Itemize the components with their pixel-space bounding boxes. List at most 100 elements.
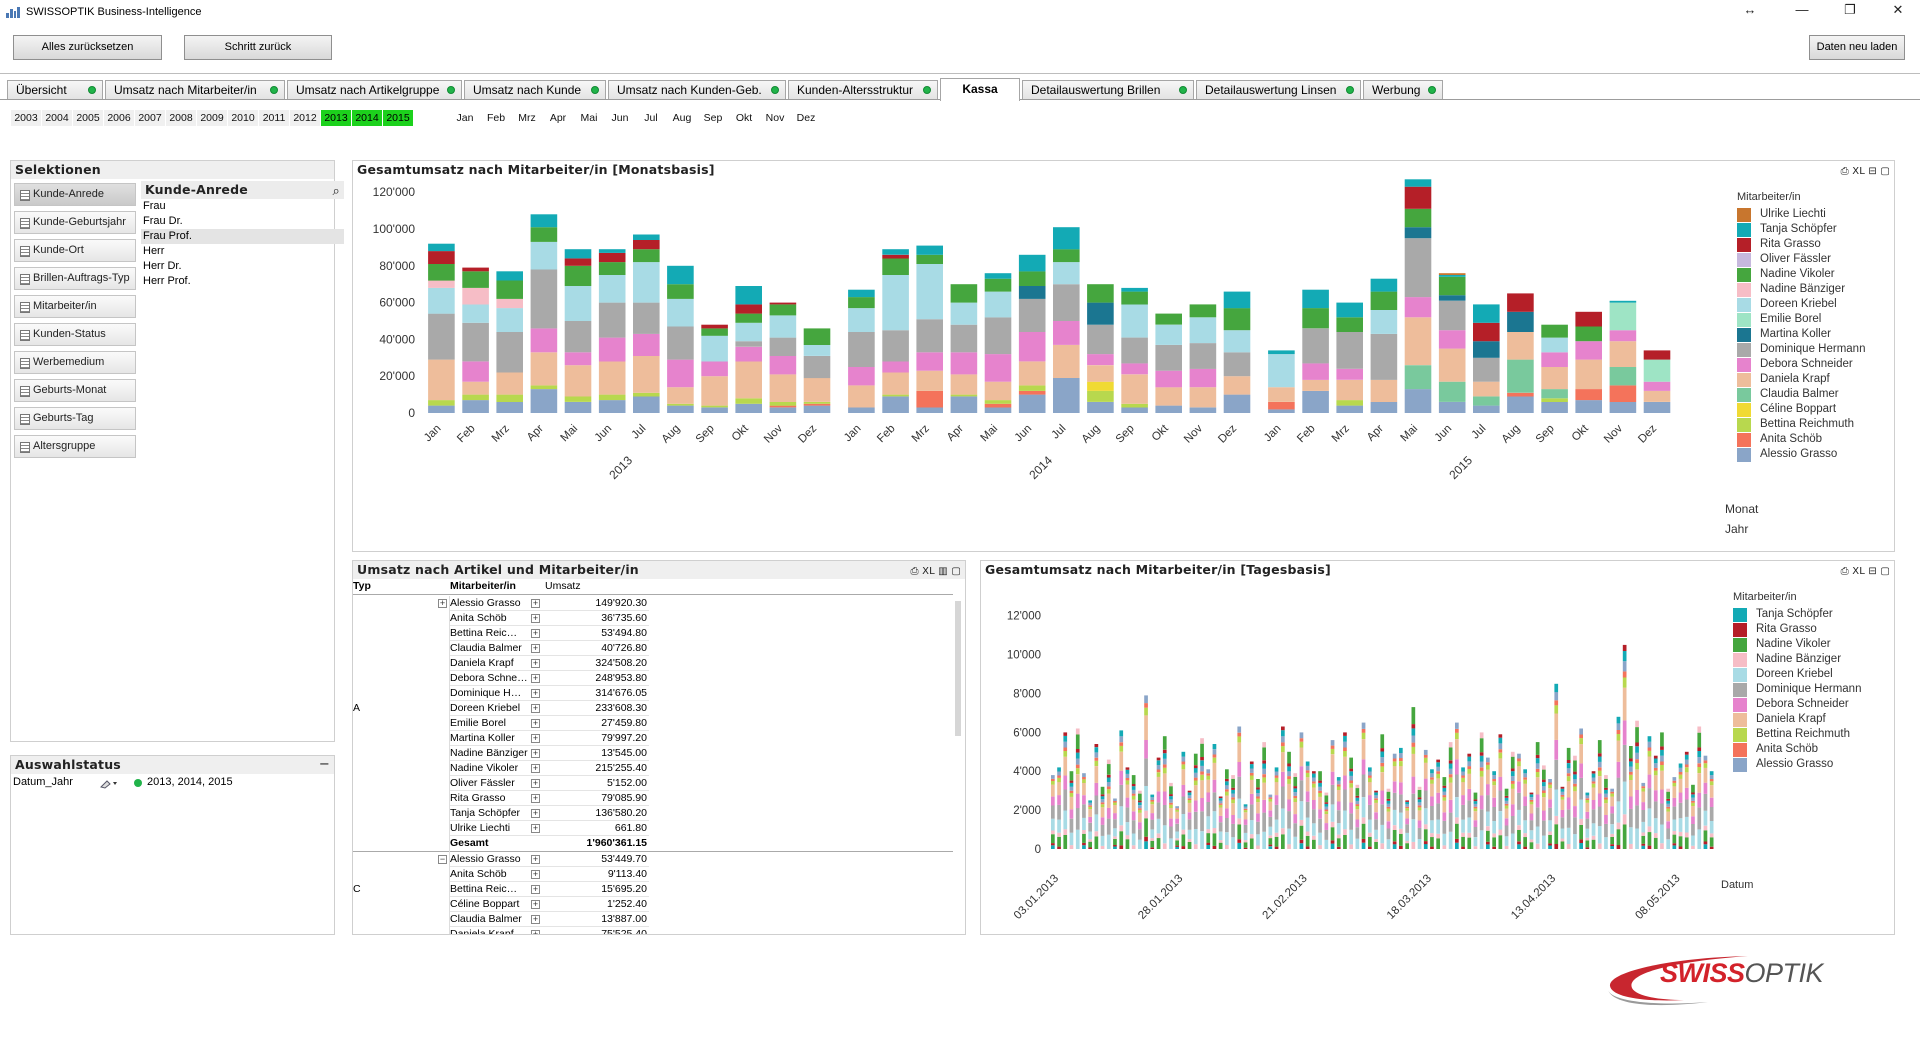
bar-segment[interactable]	[1231, 837, 1235, 849]
bar-segment[interactable]	[1448, 799, 1453, 813]
bar-segment[interactable]	[1411, 746, 1416, 754]
bar-segment[interactable]	[1312, 800, 1316, 810]
bar-segment[interactable]	[848, 385, 875, 408]
bar-segment[interactable]	[1138, 809, 1142, 813]
bar-segment[interactable]	[1697, 766, 1702, 773]
bar-segment[interactable]	[1318, 782, 1322, 787]
bar-segment[interactable]	[1374, 792, 1378, 796]
bar-segment[interactable]	[1063, 751, 1068, 757]
bar-segment[interactable]	[1268, 350, 1295, 355]
bar-segment[interactable]	[1355, 809, 1360, 820]
bar-segment[interactable]	[1498, 776, 1503, 791]
bar-segment[interactable]	[1336, 780, 1341, 785]
bar-segment[interactable]	[1200, 798, 1204, 812]
bar-segment[interactable]	[1672, 806, 1677, 820]
bar-segment[interactable]	[1069, 796, 1074, 810]
bar-segment[interactable]	[1243, 812, 1248, 820]
bar-segment[interactable]	[1349, 780, 1353, 784]
bar-segment[interactable]	[1256, 796, 1260, 799]
bar-segment[interactable]	[1399, 747, 1403, 753]
bar-segment[interactable]	[1268, 402, 1295, 410]
bar-segment[interactable]	[1274, 778, 1279, 783]
bar-segment[interactable]	[1324, 809, 1329, 812]
bar-segment[interactable]	[1486, 830, 1490, 842]
bar-segment[interactable]	[1635, 727, 1639, 743]
bar-segment[interactable]	[1181, 829, 1186, 835]
bar-segment[interactable]	[1121, 403, 1148, 408]
bar-segment[interactable]	[1486, 841, 1490, 845]
bar-segment[interactable]	[1087, 354, 1114, 366]
bar-segment[interactable]	[1256, 793, 1260, 797]
bar-segment[interactable]	[1131, 820, 1136, 834]
bar-segment[interactable]	[1660, 803, 1664, 825]
bar-segment[interactable]	[1529, 813, 1534, 821]
bar-segment[interactable]	[1187, 795, 1192, 799]
bar-segment[interactable]	[1237, 732, 1242, 737]
bar-segment[interactable]	[1302, 289, 1329, 309]
bar-segment[interactable]	[1330, 821, 1335, 828]
bar-segment[interactable]	[1150, 797, 1155, 800]
bar-segment[interactable]	[1169, 794, 1173, 797]
bar-segment[interactable]	[1380, 751, 1385, 758]
bar-segment[interactable]	[1548, 820, 1552, 832]
bar-segment[interactable]	[1641, 802, 1646, 810]
bar-segment[interactable]	[1305, 801, 1310, 818]
bar-segment[interactable]	[1554, 713, 1559, 740]
bar-segment[interactable]	[1492, 821, 1496, 834]
bar-segment[interactable]	[1125, 780, 1130, 785]
bar-segment[interactable]	[803, 344, 831, 356]
bar-segment[interactable]	[1392, 825, 1397, 830]
bar-segment[interactable]	[1212, 811, 1217, 828]
bar-segment[interactable]	[462, 361, 489, 382]
bar-segment[interactable]	[848, 297, 875, 309]
bar-segment[interactable]	[1554, 789, 1559, 816]
bar-segment[interactable]	[1256, 789, 1260, 794]
bar-segment[interactable]	[1448, 768, 1453, 775]
bar-segment[interactable]	[1585, 840, 1590, 848]
bar-segment[interactable]	[1336, 777, 1341, 781]
bar-segment[interactable]	[1281, 736, 1285, 743]
bar-segment[interactable]	[1119, 751, 1124, 771]
bar-segment[interactable]	[1144, 703, 1148, 708]
bar-segment[interactable]	[882, 361, 909, 373]
bar-segment[interactable]	[1691, 824, 1695, 836]
tab-umsatz-nach-artikelgruppe[interactable]: Umsatz nach Artikelgruppe	[287, 80, 462, 99]
bar-segment[interactable]	[1268, 409, 1295, 413]
bar-segment[interactable]	[1268, 838, 1273, 845]
bar-segment[interactable]	[1336, 784, 1341, 787]
bar-segment[interactable]	[1156, 791, 1161, 803]
bar-segment[interactable]	[1653, 818, 1658, 834]
bar-segment[interactable]	[1442, 833, 1447, 846]
bar-segment[interactable]	[1100, 845, 1105, 849]
bar-segment[interactable]	[1051, 775, 1055, 779]
bar-segment[interactable]	[1355, 804, 1360, 806]
month-apr[interactable]: Apr	[543, 110, 574, 126]
bar-segment[interactable]	[1575, 400, 1602, 413]
bar-segment[interactable]	[984, 403, 1012, 408]
bar-segment[interactable]	[1697, 751, 1702, 758]
bar-segment[interactable]	[1616, 761, 1621, 778]
bar-segment[interactable]	[1535, 807, 1540, 827]
month-mrz[interactable]: Mrz	[512, 110, 543, 126]
bar-segment[interactable]	[1498, 829, 1503, 836]
bar-segment[interactable]	[848, 367, 875, 386]
bar-segment[interactable]	[1392, 829, 1397, 842]
bar-segment[interactable]	[496, 402, 523, 413]
bar-segment[interactable]	[1125, 822, 1130, 836]
bar-segment[interactable]	[1504, 836, 1509, 846]
legend-item[interactable]: Rita Grasso	[1733, 622, 1893, 637]
bar-segment[interactable]	[1591, 771, 1596, 774]
bar-segment[interactable]	[1554, 700, 1559, 706]
bar-segment[interactable]	[1243, 810, 1248, 813]
listbox-mitarbeiter-in[interactable]: Mitarbeiter/in	[14, 295, 136, 318]
bar-segment[interactable]	[1455, 797, 1459, 818]
bar-segment[interactable]	[1144, 695, 1148, 704]
bar-segment[interactable]	[1212, 792, 1217, 812]
bar-segment[interactable]	[1467, 756, 1472, 762]
bar-segment[interactable]	[1653, 763, 1658, 768]
bar-segment[interactable]	[1479, 809, 1484, 831]
bar-segment[interactable]	[1641, 845, 1646, 849]
bar-segment[interactable]	[1175, 818, 1179, 824]
bar-segment[interactable]	[1709, 807, 1714, 821]
bar-segment[interactable]	[1131, 786, 1136, 790]
